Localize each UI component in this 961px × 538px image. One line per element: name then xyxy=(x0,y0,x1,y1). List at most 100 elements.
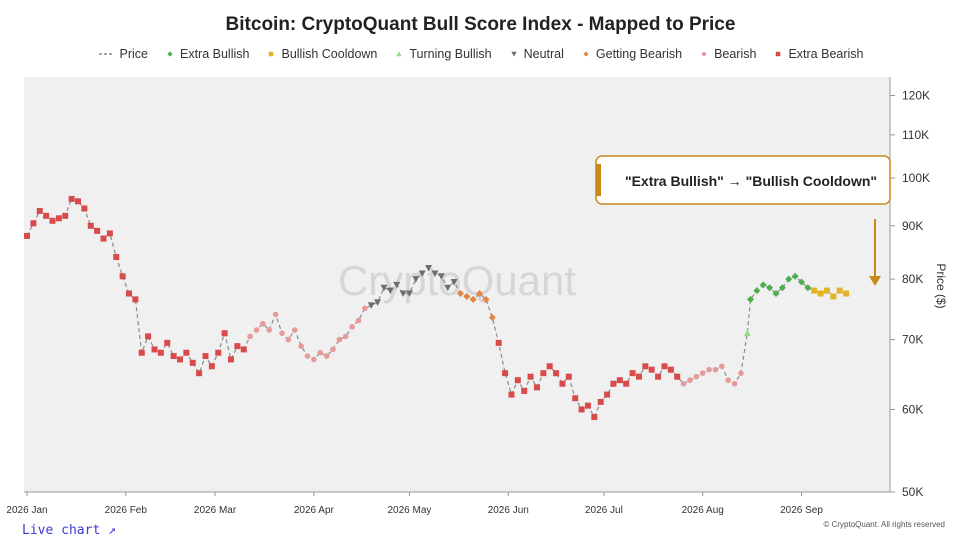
marker-bearish xyxy=(291,327,298,333)
marker-bearish xyxy=(725,377,731,383)
legend: Price Extra Bullish Bullish Cooldown Turnin… xyxy=(0,47,961,61)
marker-extra-bearish xyxy=(196,370,203,377)
legend-item-getting-bearish[interactable]: Getting Bearish xyxy=(582,47,682,61)
marker-bearish xyxy=(304,353,311,359)
marker-extra-bearish xyxy=(584,402,591,409)
marker-extra-bearish xyxy=(55,215,62,222)
marker-extra-bearish xyxy=(514,377,521,384)
marker-extra-bearish xyxy=(113,254,120,261)
y-tick-label: 110K xyxy=(902,128,929,142)
legend-symbol xyxy=(396,51,402,57)
legend-item-bearish[interactable]: Bearish xyxy=(700,47,756,61)
marker-bearish xyxy=(355,317,362,324)
marker-extra-bearish xyxy=(43,212,50,219)
marker-bearish xyxy=(260,320,266,327)
y-tick-label: 60K xyxy=(902,402,923,416)
marker-extra-bearish xyxy=(68,195,75,202)
y-tick-label: 50K xyxy=(902,485,923,499)
legend-item-extra-bullish[interactable]: Extra Bullish xyxy=(166,47,249,61)
marker-getting-bearish xyxy=(476,290,484,298)
marker-bearish xyxy=(247,333,253,340)
marker-bearish xyxy=(285,336,292,343)
x-tick-label: 2026 May xyxy=(388,505,432,516)
marker-extra-bullish xyxy=(759,281,767,289)
marker-extra-bearish xyxy=(74,198,81,205)
marker-extra-bullish xyxy=(798,278,806,286)
annotation-text: "Extra Bullish" → "Bullish Cooldown" xyxy=(625,173,877,189)
watermark: CryptoQuant xyxy=(338,257,576,304)
marker-extra-bearish xyxy=(616,377,623,384)
legend-symbol-shape xyxy=(396,51,402,57)
marker-bullish-cooldown xyxy=(824,287,831,294)
y-axis-ticks: 50K 60K 70K 80K 90K 100K 110K 120K xyxy=(890,88,930,499)
marker-extra-bearish xyxy=(533,384,540,391)
legend-item-price[interactable]: Price xyxy=(98,47,148,61)
x-tick-label: 2026 Aug xyxy=(682,505,724,516)
marker-bearish xyxy=(266,327,273,333)
marker-extra-bearish xyxy=(578,406,585,413)
score-markers xyxy=(24,195,850,421)
marker-extra-bearish xyxy=(565,373,572,380)
marker-bearish xyxy=(738,370,744,376)
marker-neutral xyxy=(431,270,439,278)
marker-neutral xyxy=(380,284,388,292)
marker-extra-bearish xyxy=(81,205,88,212)
x-tick-label: 2026 Jul xyxy=(585,505,623,516)
marker-bearish xyxy=(680,380,687,387)
marker-extra-bearish xyxy=(119,273,126,280)
marker-extra-bearish xyxy=(591,414,598,421)
marker-bearish xyxy=(693,373,700,380)
y-axis-label: Price ($) xyxy=(934,263,948,308)
marker-bearish xyxy=(253,327,260,333)
marker-extra-bearish xyxy=(157,349,164,356)
legend-item-turning-bullish[interactable]: Turning Bullish xyxy=(395,47,492,61)
marker-bearish xyxy=(323,353,330,359)
marker-extra-bearish xyxy=(495,339,502,346)
marker-extra-bearish xyxy=(176,356,183,363)
y-tick-label: 90K xyxy=(902,219,923,233)
marker-extra-bearish xyxy=(540,370,547,377)
legend-symbol xyxy=(583,51,589,57)
legend-symbol-shape xyxy=(269,51,274,57)
marker-extra-bearish xyxy=(221,330,228,337)
marker-getting-bearish xyxy=(469,295,477,303)
live-chart-link[interactable]: Live chart ↗ xyxy=(22,523,116,538)
marker-extra-bearish xyxy=(610,380,617,387)
marker-bearish xyxy=(362,305,368,312)
legend-symbol-shape xyxy=(776,51,781,57)
marker-extra-bearish xyxy=(667,366,674,373)
copyright-text: © CryptoQuant. All rights reserved xyxy=(823,520,946,529)
marker-bearish xyxy=(317,349,324,356)
legend-item-extra-bearish[interactable]: Extra Bearish xyxy=(774,47,863,61)
marker-neutral xyxy=(405,290,413,298)
marker-bullish-cooldown xyxy=(843,290,850,297)
legend-symbol-shape xyxy=(583,51,589,57)
marker-extra-bearish xyxy=(623,380,630,387)
legend-item-bullish-cooldown[interactable]: Bullish Cooldown xyxy=(267,47,377,61)
annotation-accent xyxy=(596,164,601,196)
marker-extra-bearish xyxy=(164,339,171,346)
legend-symbol-shape xyxy=(510,51,517,57)
marker-extra-bearish xyxy=(49,217,56,224)
x-axis-ticks: 2026 Jan 2026 Feb 2026 Mar 2026 Apr 2026 May… xyxy=(6,492,823,516)
marker-neutral xyxy=(393,281,401,289)
marker-extra-bearish xyxy=(202,353,209,360)
marker-extra-bearish xyxy=(502,370,509,377)
marker-extra-bearish xyxy=(170,353,177,360)
marker-getting-bearish xyxy=(488,314,496,322)
marker-extra-bearish xyxy=(508,391,515,398)
legend-item-neutral[interactable]: Neutral xyxy=(510,47,564,61)
marker-bearish xyxy=(279,330,285,336)
marker-extra-bullish xyxy=(772,290,780,298)
marker-extra-bearish xyxy=(215,349,222,356)
legend-symbol xyxy=(269,51,274,57)
marker-bearish xyxy=(687,377,693,383)
marker-extra-bearish xyxy=(546,363,553,370)
legend-label: Getting Bearish xyxy=(595,47,683,61)
marker-extra-bearish xyxy=(527,373,534,380)
marker-bearish xyxy=(706,366,712,373)
legend-symbol-shape xyxy=(701,51,707,57)
marker-extra-bullish xyxy=(778,284,786,292)
x-tick-label: 2026 Feb xyxy=(105,505,148,516)
legend-symbol xyxy=(701,51,707,57)
